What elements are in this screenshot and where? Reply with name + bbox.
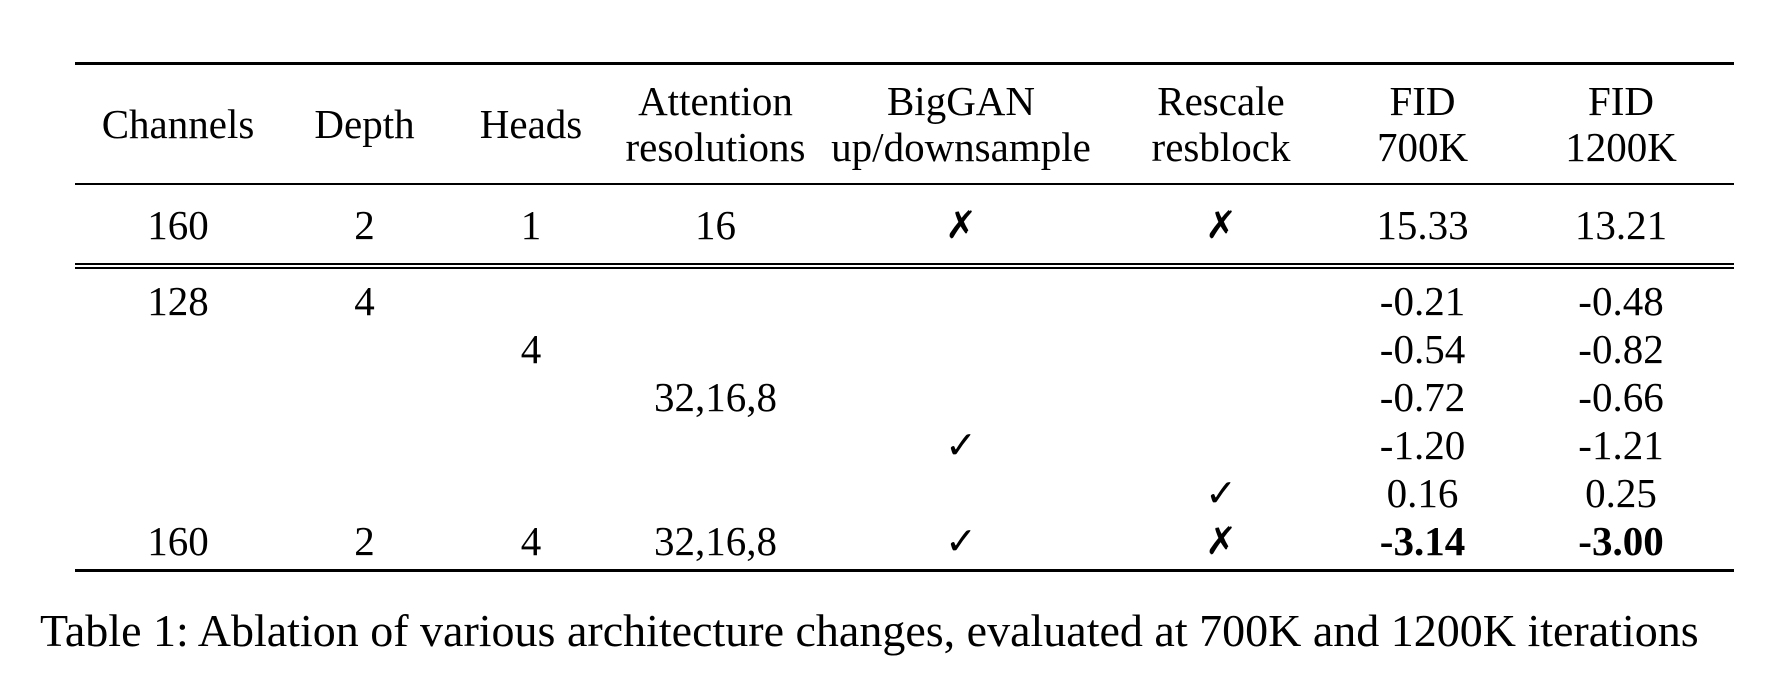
table-cell — [614, 469, 817, 517]
table-cell — [75, 373, 281, 421]
table-cell — [614, 266, 817, 325]
table-cell: 4 — [448, 516, 614, 572]
table-cell — [614, 325, 817, 373]
table-cell: 4 — [520, 325, 542, 372]
header-heads: Heads — [448, 62, 614, 185]
table-cell — [281, 373, 448, 421]
baseline-row: 160 2 1 16 ✗ ✗ 15.33 13.21 — [75, 183, 1734, 269]
table-cell — [817, 469, 1105, 517]
table-cell: -0.66 — [1578, 373, 1664, 420]
table-cell: 32,16,8 — [654, 373, 777, 420]
table-cell — [448, 469, 614, 517]
table-cell: -0.72 — [1379, 373, 1466, 420]
table-cell — [1105, 266, 1337, 325]
header-fid-1200k: FID 1200K — [1508, 62, 1734, 185]
table-cell: -0.21 — [1379, 277, 1466, 324]
header-rescale-resblock: Rescale resblock — [1105, 62, 1337, 185]
table-row: ✓ -1.20 -1.21 — [75, 421, 1734, 469]
table-cell — [448, 266, 614, 325]
table-cell — [75, 421, 281, 469]
table-cell: -1.20 — [1379, 421, 1466, 468]
header-fid-700k: FID 700K — [1337, 62, 1508, 185]
header-depth: Depth — [281, 62, 448, 185]
table-row: ✓ 0.16 0.25 — [75, 469, 1734, 517]
cross-mark-icon: ✗ — [1105, 516, 1337, 572]
table-cell — [1105, 421, 1337, 469]
check-mark-icon: ✓ — [817, 516, 1105, 572]
table-cell — [448, 421, 614, 469]
table-cell — [281, 325, 448, 373]
best-fid-700k: -3.14 — [1337, 516, 1508, 572]
table-cell: 15.33 — [1337, 183, 1508, 269]
ablation-section: 128 4 -0.21 -0.48 4 -0.54 -0.82 — [75, 266, 1734, 572]
table-row: 32,16,8 -0.72 -0.66 — [75, 373, 1734, 421]
table-cell — [614, 421, 817, 469]
header-channels: Channels — [75, 62, 281, 185]
header-attention-resolutions: Attention resolutions — [614, 62, 817, 185]
table-cell — [817, 266, 1105, 325]
table-cell: 0.16 — [1386, 469, 1459, 516]
table-cell — [817, 373, 1105, 421]
table-row: 160 2 4 32,16,8 ✓ ✗ -3.14 -3.00 — [75, 516, 1734, 572]
header-row: Channels Depth Heads Attention resolution… — [75, 62, 1734, 185]
table-cell: 0.25 — [1585, 469, 1657, 516]
header-biggan-updownsample: BigGAN up/downsample — [817, 62, 1105, 185]
table-cell: -0.48 — [1578, 277, 1664, 324]
table-cell — [1105, 325, 1337, 373]
cross-mark-icon: ✗ — [1105, 183, 1337, 269]
table-cell: 13.21 — [1508, 183, 1734, 269]
table-cell: 2 — [281, 516, 448, 572]
table-row: 4 -0.54 -0.82 — [75, 325, 1734, 373]
table-caption: Table 1: Ablation of various architectur… — [40, 605, 1699, 656]
table-cell — [75, 469, 281, 517]
table-cell — [448, 373, 614, 421]
table-cell — [817, 325, 1105, 373]
table-cell: -0.54 — [1379, 325, 1466, 372]
table-cell — [281, 469, 448, 517]
table-cell: 1 — [448, 183, 614, 269]
table-cell: 128 — [147, 277, 209, 324]
cross-mark-icon: ✗ — [817, 183, 1105, 269]
baseline-section: 160 2 1 16 ✗ ✗ 15.33 13.21 — [75, 183, 1734, 269]
table-cell: 160 — [75, 516, 281, 572]
table-cell — [75, 325, 281, 373]
table-cell: -0.82 — [1578, 325, 1664, 372]
ablation-table: Channels Depth Heads Attention resolution… — [75, 62, 1734, 572]
table-cell: -1.21 — [1578, 421, 1664, 468]
table-cell: 32,16,8 — [614, 516, 817, 572]
check-mark-icon: ✓ — [1205, 470, 1237, 515]
table-cell — [1105, 373, 1337, 421]
table-cell: 16 — [614, 183, 817, 269]
table-cell: 160 — [75, 183, 281, 269]
table-row: 128 4 -0.21 -0.48 — [75, 266, 1734, 325]
table-cell — [281, 421, 448, 469]
table-header: Channels Depth Heads Attention resolution… — [75, 62, 1734, 185]
table-cell: 4 — [354, 277, 375, 324]
ablation-table-container: Channels Depth Heads Attention resolution… — [75, 62, 1734, 572]
table-cell: 2 — [281, 183, 448, 269]
check-mark-icon: ✓ — [945, 422, 977, 467]
best-fid-1200k: -3.00 — [1508, 516, 1734, 572]
